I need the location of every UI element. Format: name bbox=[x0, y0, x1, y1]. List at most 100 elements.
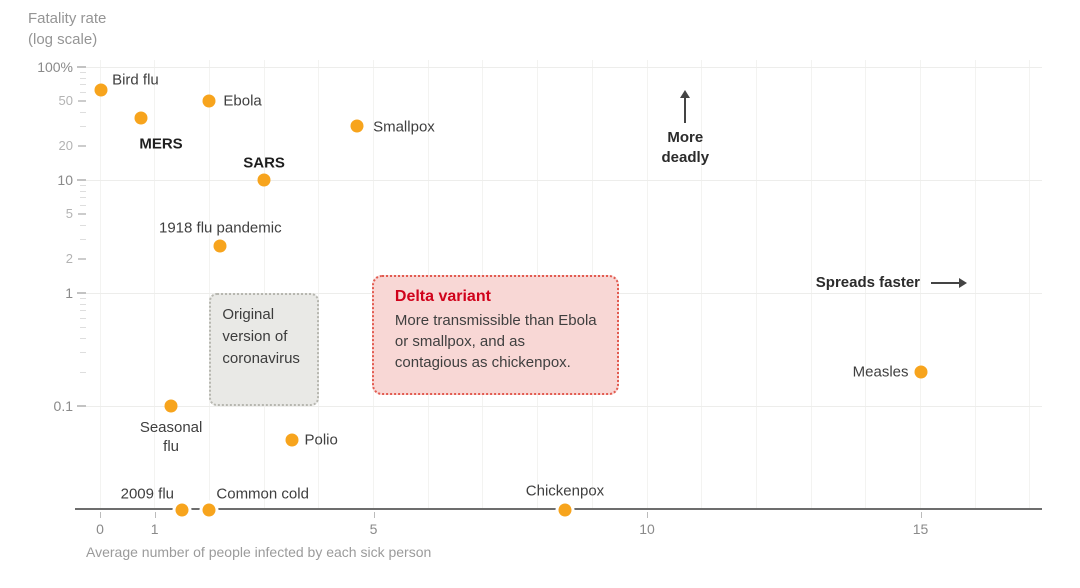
y-axis-tick-label: 100% bbox=[37, 58, 73, 75]
point-dot-sars bbox=[257, 173, 271, 187]
more-deadly-up-arrow-icon bbox=[680, 89, 691, 98]
point-label-common-cold: Common cold bbox=[216, 485, 309, 503]
y-axis-minor-tick bbox=[80, 84, 86, 86]
vertical-gridline bbox=[920, 60, 921, 509]
point-label-measles: Measles bbox=[852, 363, 909, 381]
vertical-gridline bbox=[263, 60, 265, 509]
point-dot-1918-flu bbox=[213, 239, 227, 253]
x-axis-tick bbox=[920, 512, 922, 518]
vertical-gridline bbox=[1029, 60, 1031, 509]
y-axis-tick bbox=[78, 144, 86, 147]
vertical-gridline bbox=[755, 60, 757, 509]
y-axis-minor-tick bbox=[80, 337, 86, 339]
point-label-2009-flu: 2009 flu bbox=[120, 485, 174, 503]
point-label-smallpox: Smallpox bbox=[373, 118, 435, 136]
spreads-faster-annotation: Spreads faster bbox=[816, 273, 967, 293]
point-label-bird-flu: Bird flu bbox=[112, 71, 159, 89]
vertical-gridline bbox=[154, 60, 156, 509]
vertical-gridline bbox=[701, 60, 703, 509]
delta-variant-annotation-text: More transmissible than Ebola or smallpo… bbox=[394, 311, 597, 371]
x-axis-tick-label: 1 bbox=[150, 521, 159, 537]
y-axis-tick bbox=[77, 404, 86, 407]
y-axis-tick-label: 0.1 bbox=[53, 397, 73, 414]
point-label-1918-flu: 1918 flu pandemic bbox=[159, 219, 282, 237]
y-axis-minor-tick bbox=[80, 71, 86, 73]
vertical-gridline bbox=[99, 60, 101, 509]
y-axis-minor-tick bbox=[80, 111, 86, 113]
y-axis-tick bbox=[77, 291, 86, 294]
point-dot-smallpox bbox=[350, 119, 364, 133]
original-coronavirus-annotation-box: Original version of coronavirus bbox=[209, 292, 319, 406]
y-axis-minor-tick bbox=[80, 326, 86, 328]
x-axis-tick-label: 5 bbox=[369, 521, 378, 537]
y-axis-minor-tick bbox=[80, 125, 86, 127]
point-dot-2009-flu bbox=[175, 503, 189, 517]
x-axis-tick-label: 10 bbox=[639, 521, 655, 537]
y-axis-minor-tick bbox=[80, 77, 86, 79]
y-axis-minor-tick bbox=[80, 351, 86, 353]
point-dot-chickenpox bbox=[558, 503, 572, 517]
y-axis-minor-tick bbox=[80, 303, 86, 305]
horizontal-gridline bbox=[85, 405, 1042, 407]
point-label-ebola: Ebola bbox=[223, 92, 262, 110]
point-dot-common-cold bbox=[202, 503, 216, 517]
y-axis-tick-label: 2 bbox=[65, 250, 73, 266]
point-label-chickenpox: Chickenpox bbox=[525, 482, 605, 500]
point-dot-ebola bbox=[202, 94, 216, 108]
x-axis-title: Average number of people infected by eac… bbox=[86, 544, 432, 560]
y-axis-tick bbox=[78, 212, 86, 215]
y-axis-minor-tick bbox=[80, 297, 86, 299]
vertical-gridline bbox=[208, 60, 210, 509]
spreads-faster-right-arrow-icon bbox=[931, 278, 967, 289]
point-dot-mers bbox=[134, 111, 148, 125]
y-axis-minor-tick bbox=[80, 91, 86, 93]
y-axis-minor-tick bbox=[80, 197, 86, 199]
more-deadly-label: More deadly bbox=[661, 129, 710, 167]
x-axis-tick bbox=[154, 512, 156, 518]
x-axis-tick-label: 0 bbox=[96, 521, 104, 537]
vertical-gridline bbox=[318, 60, 320, 509]
delta-variant-annotation-box: Delta variant More transmissible than Eb… bbox=[371, 274, 619, 395]
vertical-gridline bbox=[974, 60, 976, 509]
delta-variant-annotation-title: Delta variant bbox=[394, 287, 491, 305]
point-label-mers: MERS bbox=[139, 135, 183, 153]
x-axis-tick bbox=[647, 512, 648, 518]
vertical-gridline bbox=[810, 60, 812, 509]
y-axis-tick-label: 50 bbox=[58, 92, 73, 108]
horizontal-gridline bbox=[85, 66, 1042, 68]
point-dot-seasonal-flu bbox=[164, 399, 178, 413]
vertical-gridline bbox=[646, 60, 648, 509]
point-dot-bird-flu bbox=[94, 83, 108, 97]
y-axis-tick bbox=[77, 65, 86, 68]
original-coronavirus-annotation-text: Original version of coronavirus bbox=[222, 305, 300, 367]
point-dot-polio bbox=[285, 433, 298, 447]
y-axis-minor-tick bbox=[80, 190, 86, 192]
y-axis-tick bbox=[78, 257, 86, 260]
chart-title: Fatality rate (log scale) bbox=[28, 10, 107, 48]
y-axis-tick-label: 20 bbox=[58, 137, 73, 153]
x-axis-tick-label: 15 bbox=[912, 521, 929, 537]
y-axis-minor-tick bbox=[80, 224, 86, 226]
y-axis-minor-tick bbox=[80, 204, 86, 206]
point-label-sars: SARS bbox=[243, 154, 285, 172]
y-axis-tick-label: 5 bbox=[65, 205, 73, 221]
x-axis-tick bbox=[373, 512, 375, 518]
y-axis-tick-label: 1 bbox=[65, 284, 73, 301]
y-axis-minor-tick bbox=[80, 310, 86, 312]
y-axis-tick bbox=[77, 178, 86, 181]
y-axis-minor-tick bbox=[80, 238, 86, 240]
vertical-gridline bbox=[865, 60, 867, 509]
y-axis-minor-tick bbox=[80, 317, 86, 319]
more-deadly-arrow-line bbox=[684, 96, 687, 123]
x-axis-tick bbox=[100, 512, 101, 518]
point-label-polio: Polio bbox=[304, 431, 338, 449]
y-axis-minor-tick bbox=[80, 184, 86, 186]
y-axis-minor-tick bbox=[80, 371, 86, 373]
y-axis-tick bbox=[78, 99, 86, 102]
point-label-seasonal-flu: Seasonal flu bbox=[139, 418, 203, 455]
y-axis-tick-label: 10 bbox=[57, 171, 73, 188]
point-dot-measles bbox=[914, 365, 927, 379]
horizontal-gridline bbox=[85, 179, 1042, 181]
spreads-faster-label: Spreads faster bbox=[815, 274, 920, 292]
